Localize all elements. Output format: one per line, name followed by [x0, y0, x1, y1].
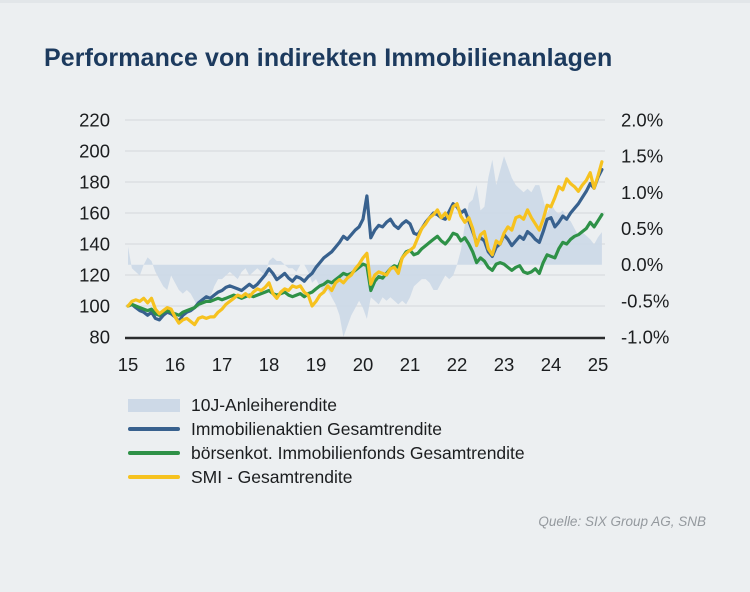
x-tick-label: 18 [259, 354, 280, 375]
y-left-tick-label: 180 [79, 172, 110, 193]
legend-label: Immobilienaktien Gesamtrendite [191, 418, 442, 439]
x-tick-label: 21 [400, 354, 421, 375]
y-left-tick-label: 80 [89, 327, 110, 348]
x-tick-label: 15 [118, 354, 139, 375]
legend-label: börsenkot. Immobilienfonds Gesamtrendite [191, 442, 525, 463]
x-tick-label: 19 [306, 354, 327, 375]
x-tick-label: 25 [588, 354, 609, 375]
legend-item-green: börsenkot. Immobilienfonds Gesamtrendite [128, 442, 525, 463]
legend-swatch-yellow-line-icon [128, 474, 180, 480]
legend-swatch-blue-line-icon [128, 426, 180, 432]
series-line-green [126, 213, 604, 317]
x-tick-label: 17 [212, 354, 233, 375]
y-right-tick-label: 0.0% [621, 254, 663, 275]
series-line-blue [126, 168, 604, 324]
legend-label: 10J-Anleiherendite [191, 394, 337, 415]
legend-item-yellow: SMI - Gesamtrendite [128, 466, 525, 487]
legend-swatch-green-line-icon [128, 450, 180, 456]
y-left-tick-label: 140 [79, 234, 110, 255]
y-right-tick-label: 2.0% [621, 110, 663, 131]
legend-swatch-area-area-icon [128, 398, 180, 412]
y-left-tick-label: 100 [79, 296, 110, 317]
y-right-tick-label: 0.5% [621, 218, 663, 239]
series-area-area [128, 156, 602, 337]
x-tick-label: 20 [353, 354, 374, 375]
x-tick-label: 22 [447, 354, 468, 375]
legend-label: SMI - Gesamtrendite [191, 466, 353, 487]
legend: 10J-Anleiherendite Immobilienaktien Gesam… [128, 394, 525, 487]
x-tick-label: 16 [165, 354, 186, 375]
y-left-tick-label: 120 [79, 265, 110, 286]
y-right-tick-label: 1.5% [621, 146, 663, 167]
legend-item-area: 10J-Anleiherendite [128, 394, 525, 415]
y-right-tick-label: -1.0% [621, 327, 669, 348]
y-right-tick-label: 1.0% [621, 182, 663, 203]
y-left-tick-label: 160 [79, 203, 110, 224]
y-left-tick-label: 220 [79, 110, 110, 131]
legend-item-blue: Immobilienaktien Gesamtrendite [128, 418, 525, 439]
x-tick-label: 23 [494, 354, 515, 375]
x-tick-label: 24 [541, 354, 562, 375]
source-note: Quelle: SIX Group AG, SNB [538, 514, 706, 529]
y-left-tick-label: 200 [79, 141, 110, 162]
y-right-tick-label: -0.5% [621, 290, 669, 311]
page-title: Performance von indirekten Immobilienanl… [44, 44, 613, 72]
series-line-yellow [126, 160, 604, 327]
